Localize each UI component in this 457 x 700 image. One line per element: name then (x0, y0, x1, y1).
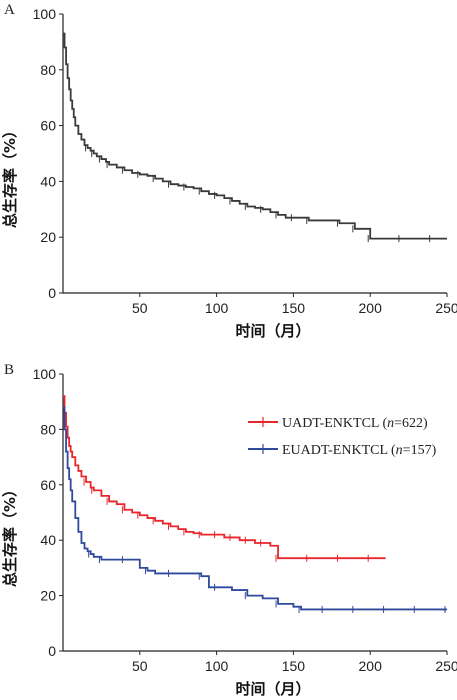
legend: UADT-ENKTCL (n=622) EUADT-ENKTCL (n=157) (248, 416, 437, 458)
panel-a-letter: A (4, 2, 15, 18)
panel-a-x-tick-label: 100 (205, 300, 229, 316)
panel-b-series-1-line (63, 406, 447, 611)
panel-b-x-tick-label: 50 (132, 658, 148, 674)
panel-a-series-0-line (63, 32, 447, 240)
panel-b-series-0-line (63, 395, 386, 560)
legend-label-uadt: UADT-ENKTCL (n=622) (282, 416, 428, 431)
panel-b-letter: B (4, 362, 14, 378)
panel-b-y-tick-label: 0 (48, 643, 56, 659)
panel-a-y-axis-title: 总生存率（%） (1, 123, 19, 228)
legend-label-euadt: EUADT-ENKTCL (n=157) (282, 443, 437, 458)
panel-b-x-tick-label: 150 (282, 658, 306, 674)
panel-b-y-tick-label: 80 (40, 421, 56, 437)
panel-b-x-tick-label: 100 (205, 658, 229, 674)
panel-b-y-tick-label: 20 (40, 588, 56, 604)
panel-a-x-tick-label: 150 (282, 300, 306, 316)
panel-b: B UADT-ENKTCL (n=622) EUADT-ENKTCL (n=15… (1, 362, 457, 698)
panel-a-y-tick-label: 100 (33, 6, 57, 22)
panel-b-x-tick-label: 250 (435, 658, 457, 674)
panel-a-x-tick-label: 250 (435, 300, 457, 316)
panel-a-x-axis-title: 时间（月） (235, 322, 310, 340)
panel-b-y-tick-label: 100 (33, 366, 57, 382)
panel-a-x-tick-label: 50 (132, 300, 148, 316)
panel-b-x-axis-title: 时间（月） (235, 680, 310, 698)
panel-a-y-tick-label: 80 (40, 62, 56, 78)
panel-b-y-tick-label: 60 (40, 477, 56, 493)
panel-a: A 0 20 40 60 80 100 50 100 150 200 250 时间（月） 总生存率（%） (1, 2, 457, 340)
panel-a-y-tick-label: 20 (40, 229, 56, 245)
panel-b-y-axis-title: 总生存率（%） (1, 482, 19, 587)
panel-b-x-tick-label: 200 (359, 658, 383, 674)
panel-a-y-tick-label: 40 (40, 173, 56, 189)
panel-a-y-tick-label: 60 (40, 118, 56, 134)
panel-b-y-tick-label: 40 (40, 532, 56, 548)
panel-a-y-tick-label: 0 (48, 285, 56, 301)
panel-a-x-tick-label: 200 (359, 300, 383, 316)
